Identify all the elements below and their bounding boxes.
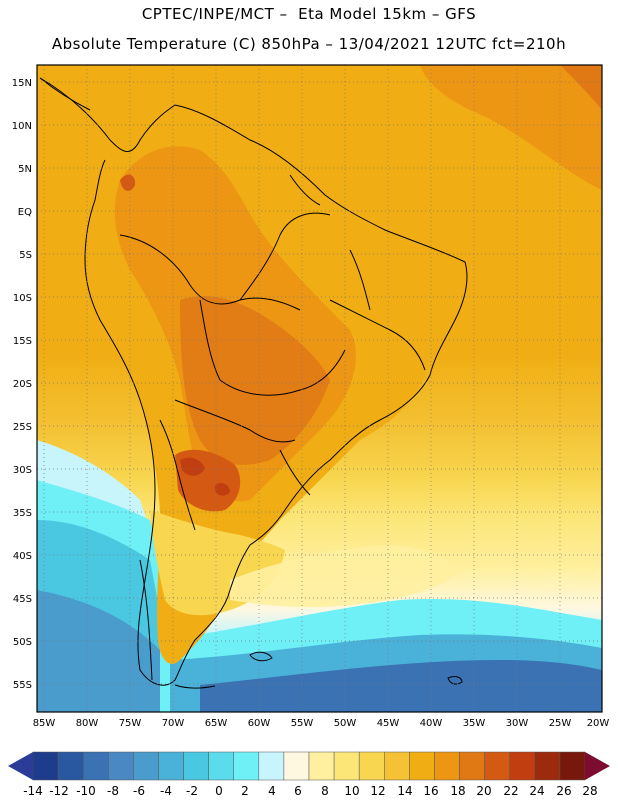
colorbar-label: 28	[582, 784, 597, 798]
colorbar-label: 24	[529, 784, 544, 798]
colorbar-box	[509, 751, 536, 781]
coastlines	[39, 77, 468, 689]
lon-label: 40W	[420, 718, 443, 729]
lat-label: 30S	[13, 465, 32, 476]
colorbar-label: 14	[397, 784, 412, 798]
colorbar-box	[32, 751, 59, 781]
lon-label: 35W	[463, 718, 486, 729]
colorbar-box	[158, 751, 184, 781]
lon-label: 85W	[33, 718, 56, 729]
temperature-field	[37, 65, 602, 712]
colorbar-box	[384, 751, 410, 781]
colorbar-boxes	[32, 751, 586, 781]
lon-label: 50W	[334, 718, 357, 729]
lat-label: 20S	[13, 379, 32, 390]
lat-label: 5N	[18, 164, 32, 175]
lat-label: 25S	[13, 422, 32, 433]
colorbar-box	[108, 751, 134, 781]
lon-label: 45W	[377, 718, 400, 729]
lon-label: 70W	[162, 718, 185, 729]
lon-label: 60W	[248, 718, 271, 729]
lon-label: 65W	[205, 718, 228, 729]
map-frame	[36, 64, 603, 713]
latitude-axis: 15N 10N 5N EQ 5S 10S 15S 20S 25S 30S 35S…	[12, 78, 32, 691]
colorbar-label: 10	[344, 784, 359, 798]
lat-label: EQ	[18, 207, 32, 218]
lat-label: 10S	[13, 293, 32, 304]
colorbar-label: 0	[215, 784, 223, 798]
lon-label: 80W	[76, 718, 99, 729]
colorbar-label: -12	[49, 784, 69, 798]
colorbar-label: -10	[76, 784, 96, 798]
colorbar-label: 16	[423, 784, 438, 798]
colorbar-box	[459, 751, 485, 781]
colorbar-label: 8	[321, 784, 329, 798]
lat-label: 55S	[13, 680, 32, 691]
colorbar-label: 22	[503, 784, 518, 798]
lat-label: 45S	[13, 594, 32, 605]
colorbar-box	[208, 751, 234, 781]
colorbar-label: 4	[268, 784, 276, 798]
colorbar-low-arrow	[8, 752, 33, 780]
colorbar-box	[484, 751, 510, 781]
colorbar-box	[559, 751, 586, 781]
colorbar-box	[534, 751, 561, 781]
colorbar-label: 26	[556, 784, 571, 798]
colorbar-label: 6	[294, 784, 302, 798]
lon-label: 25W	[549, 718, 572, 729]
lat-label: 40S	[13, 551, 32, 562]
lat-label: 50S	[13, 637, 32, 648]
colorbar-box	[283, 751, 310, 781]
colorbar-label: -8	[107, 784, 119, 798]
colorbar-label: 12	[370, 784, 385, 798]
colorbar-box	[258, 751, 285, 781]
map-title-line1: CPTEC/INPE/MCT – Eta Model 15km – GFS	[141, 5, 477, 23]
colorbar-label: -14	[23, 784, 43, 798]
colorbar-box	[409, 751, 435, 781]
colorbar-box	[233, 751, 260, 781]
colorbar-box	[434, 751, 460, 781]
colorbar-box	[333, 751, 360, 781]
colorbar-box	[133, 751, 159, 781]
lon-label: 75W	[119, 718, 142, 729]
colorbar-label: -4	[160, 784, 172, 798]
colorbar-label: 2	[241, 784, 249, 798]
colorbar-high-arrow	[585, 752, 610, 780]
colorbar-labels: -14 -12 -10 -8 -6 -4 -2 0 2 4 6 8 10 12 …	[23, 784, 597, 798]
colorbar-label: -2	[186, 784, 198, 798]
longitude-axis: 85W 80W 75W 70W 65W 60W 55W 50W 45W 40W …	[33, 718, 610, 729]
colorbar-label: 18	[450, 784, 465, 798]
lon-label: 55W	[291, 718, 314, 729]
map-title-line2: Absolute Temperature (C) 850hPa – 13/04/…	[51, 35, 567, 53]
colorbar: -14 -12 -10 -8 -6 -4 -2 0 2 4 6 8 10 12 …	[8, 751, 610, 798]
lat-label: 15N	[12, 78, 32, 89]
lat-label: 15S	[13, 336, 32, 347]
lat-label: 10N	[12, 121, 32, 132]
colorbar-box	[308, 751, 335, 781]
lon-label: 30W	[506, 718, 529, 729]
colorbar-box	[183, 751, 209, 781]
lat-label: 5S	[19, 250, 32, 261]
colorbar-label: -6	[133, 784, 145, 798]
colorbar-label: 20	[476, 784, 491, 798]
colorbar-box	[358, 751, 385, 781]
colorbar-box	[82, 751, 109, 781]
lat-label: 35S	[13, 508, 32, 519]
colorbar-box	[57, 751, 84, 781]
lon-label: 20W	[587, 718, 610, 729]
